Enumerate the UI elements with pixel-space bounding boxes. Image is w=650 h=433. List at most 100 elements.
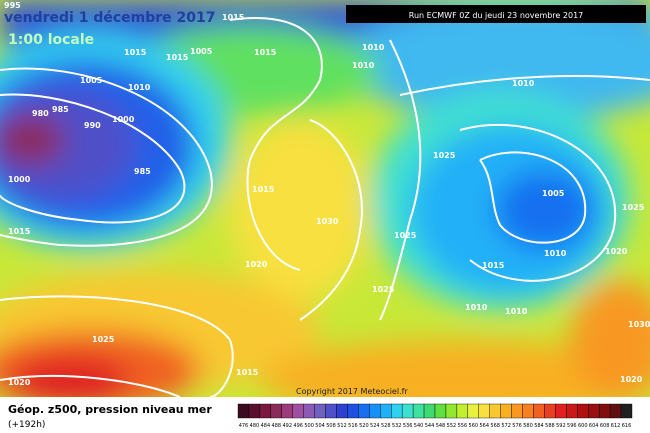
isobar-label: 1020 (245, 260, 268, 269)
colorbar-label: 504 (315, 423, 325, 429)
colorbar-cell (566, 403, 578, 419)
colorbar-label: 616 (622, 423, 632, 429)
run-box (346, 5, 646, 23)
colorbar-label: 540 (414, 423, 424, 429)
colorbar-cell (500, 403, 512, 419)
colorbar-label: 568 (490, 423, 500, 429)
colorbar-label: 600 (578, 423, 588, 429)
colorbar-cell (478, 403, 490, 419)
isobar-label: 1025 (372, 285, 395, 294)
isobar-label: 1030 (628, 320, 650, 329)
colorbar-cell (489, 403, 501, 419)
colorbar-cell (281, 403, 293, 419)
isobar-label: 1010 (505, 307, 528, 316)
colorbar-label: 524 (370, 423, 380, 429)
colorbar-cell (467, 403, 479, 419)
isobar-label: 1020 (8, 378, 31, 387)
colorbar-label: 528 (381, 423, 391, 429)
colorbar-cell (445, 403, 458, 419)
colorbar-label: 548 (436, 423, 446, 429)
isobar-label: 1015 (252, 185, 275, 194)
colorbar-label: 496 (293, 423, 303, 429)
colorbar-cell (391, 403, 403, 419)
colorbar-cell (544, 403, 556, 419)
colorbar-label: 560 (469, 423, 479, 429)
time-label: 1:00 locale (8, 32, 94, 48)
colorbar-label: 484 (261, 423, 271, 429)
isobar-label: 1015 (254, 48, 277, 57)
isobar-label: 1010 (352, 61, 375, 70)
colorbar-cell (456, 403, 469, 419)
isobar-label: 1020 (620, 375, 643, 384)
isobar-label: 1015 (236, 368, 259, 377)
colorbar-cell (380, 403, 392, 419)
isobar-label: 1010 (512, 79, 535, 88)
colorbar-cell (336, 403, 348, 419)
colorbar-label: 592 (556, 423, 566, 429)
colorbar-cell (423, 403, 436, 419)
colorbar-cell (325, 403, 337, 419)
colorbar-label: 576 (512, 423, 522, 429)
colorbar-label: 536 (403, 423, 413, 429)
isobar-label: 995 (4, 1, 21, 10)
colorbar-label: 500 (304, 423, 314, 429)
colorbar-label: 584 (534, 423, 544, 429)
colorbar-label: 588 (545, 423, 555, 429)
colorbar-cell (303, 403, 315, 419)
copyright: Copyright 2017 Meteociel.fr (296, 387, 408, 396)
colorbar-label: 532 (392, 423, 402, 429)
isobar-label: 985 (52, 105, 69, 114)
footer-lead: (+192h) (8, 420, 45, 430)
isobar-label: 990 (84, 121, 101, 130)
isobar-labels: 980 9859901000100098510151015102010301025… (4, 1, 650, 387)
colorbar-cell (369, 403, 381, 419)
colorbar-cell (598, 403, 611, 419)
isobars (0, 17, 650, 397)
colorbar-cell (609, 403, 622, 419)
colorbar-cell (358, 403, 370, 419)
isobar-label: 1030 (316, 217, 339, 226)
isobar-label: 1015 (482, 261, 505, 270)
colorbar-label: 612 (611, 423, 621, 429)
colorbar-cell (347, 403, 359, 419)
colorbar-label: 508 (326, 423, 336, 429)
colorbar-label: 596 (567, 423, 577, 429)
colorbar-cell (314, 403, 326, 419)
date-label: vendredi 1 décembre 2017 (4, 10, 215, 26)
colorbar-cell (577, 403, 589, 419)
isobar-label: 980 (32, 109, 49, 118)
isobar-label: 1025 (622, 203, 645, 212)
colorbar-label: 544 (425, 423, 435, 429)
colorbar-label: 556 (458, 423, 468, 429)
colorbar-cell (588, 403, 600, 419)
colorbar-label: 608 (600, 423, 610, 429)
colorbar-label: 552 (447, 423, 457, 429)
colorbar-label: 480 (250, 423, 260, 429)
colorbar-cell (270, 403, 282, 419)
colorbar-cell (248, 403, 261, 419)
run-label: Run ECMWF 0Z du jeudi 23 novembre 2017 (409, 11, 584, 20)
colorbar-cell (620, 403, 633, 419)
colorbar-label: 604 (589, 423, 599, 429)
isobar-label: 1025 (394, 231, 417, 240)
isobar-label: 1015 (124, 48, 147, 57)
isobar-label: 1000 (8, 175, 31, 184)
field (0, 0, 650, 397)
colorbar-cell (401, 403, 414, 419)
isobar-label: 1020 (605, 247, 628, 256)
colorbar-cell (259, 403, 272, 419)
isobar-label: 1025 (92, 335, 115, 344)
colorbar-label: 516 (348, 423, 358, 429)
colorbar-label: 512 (337, 423, 347, 429)
colorbar-label: 520 (359, 423, 369, 429)
isobar-label: 1005 (542, 189, 565, 198)
isobar-label: 1005 (190, 47, 213, 56)
isobar-label: 1010 (465, 303, 488, 312)
colorbar: 476 480 484 488 492 496 500 504 508 512 516 520 524 5… (237, 403, 633, 429)
colorbar-cell (533, 403, 545, 419)
isobar-label: 1015 (222, 13, 245, 22)
colorbar-label: 580 (523, 423, 533, 429)
colorbar-cell (434, 403, 447, 419)
colorbar-label: 476 (239, 423, 249, 429)
